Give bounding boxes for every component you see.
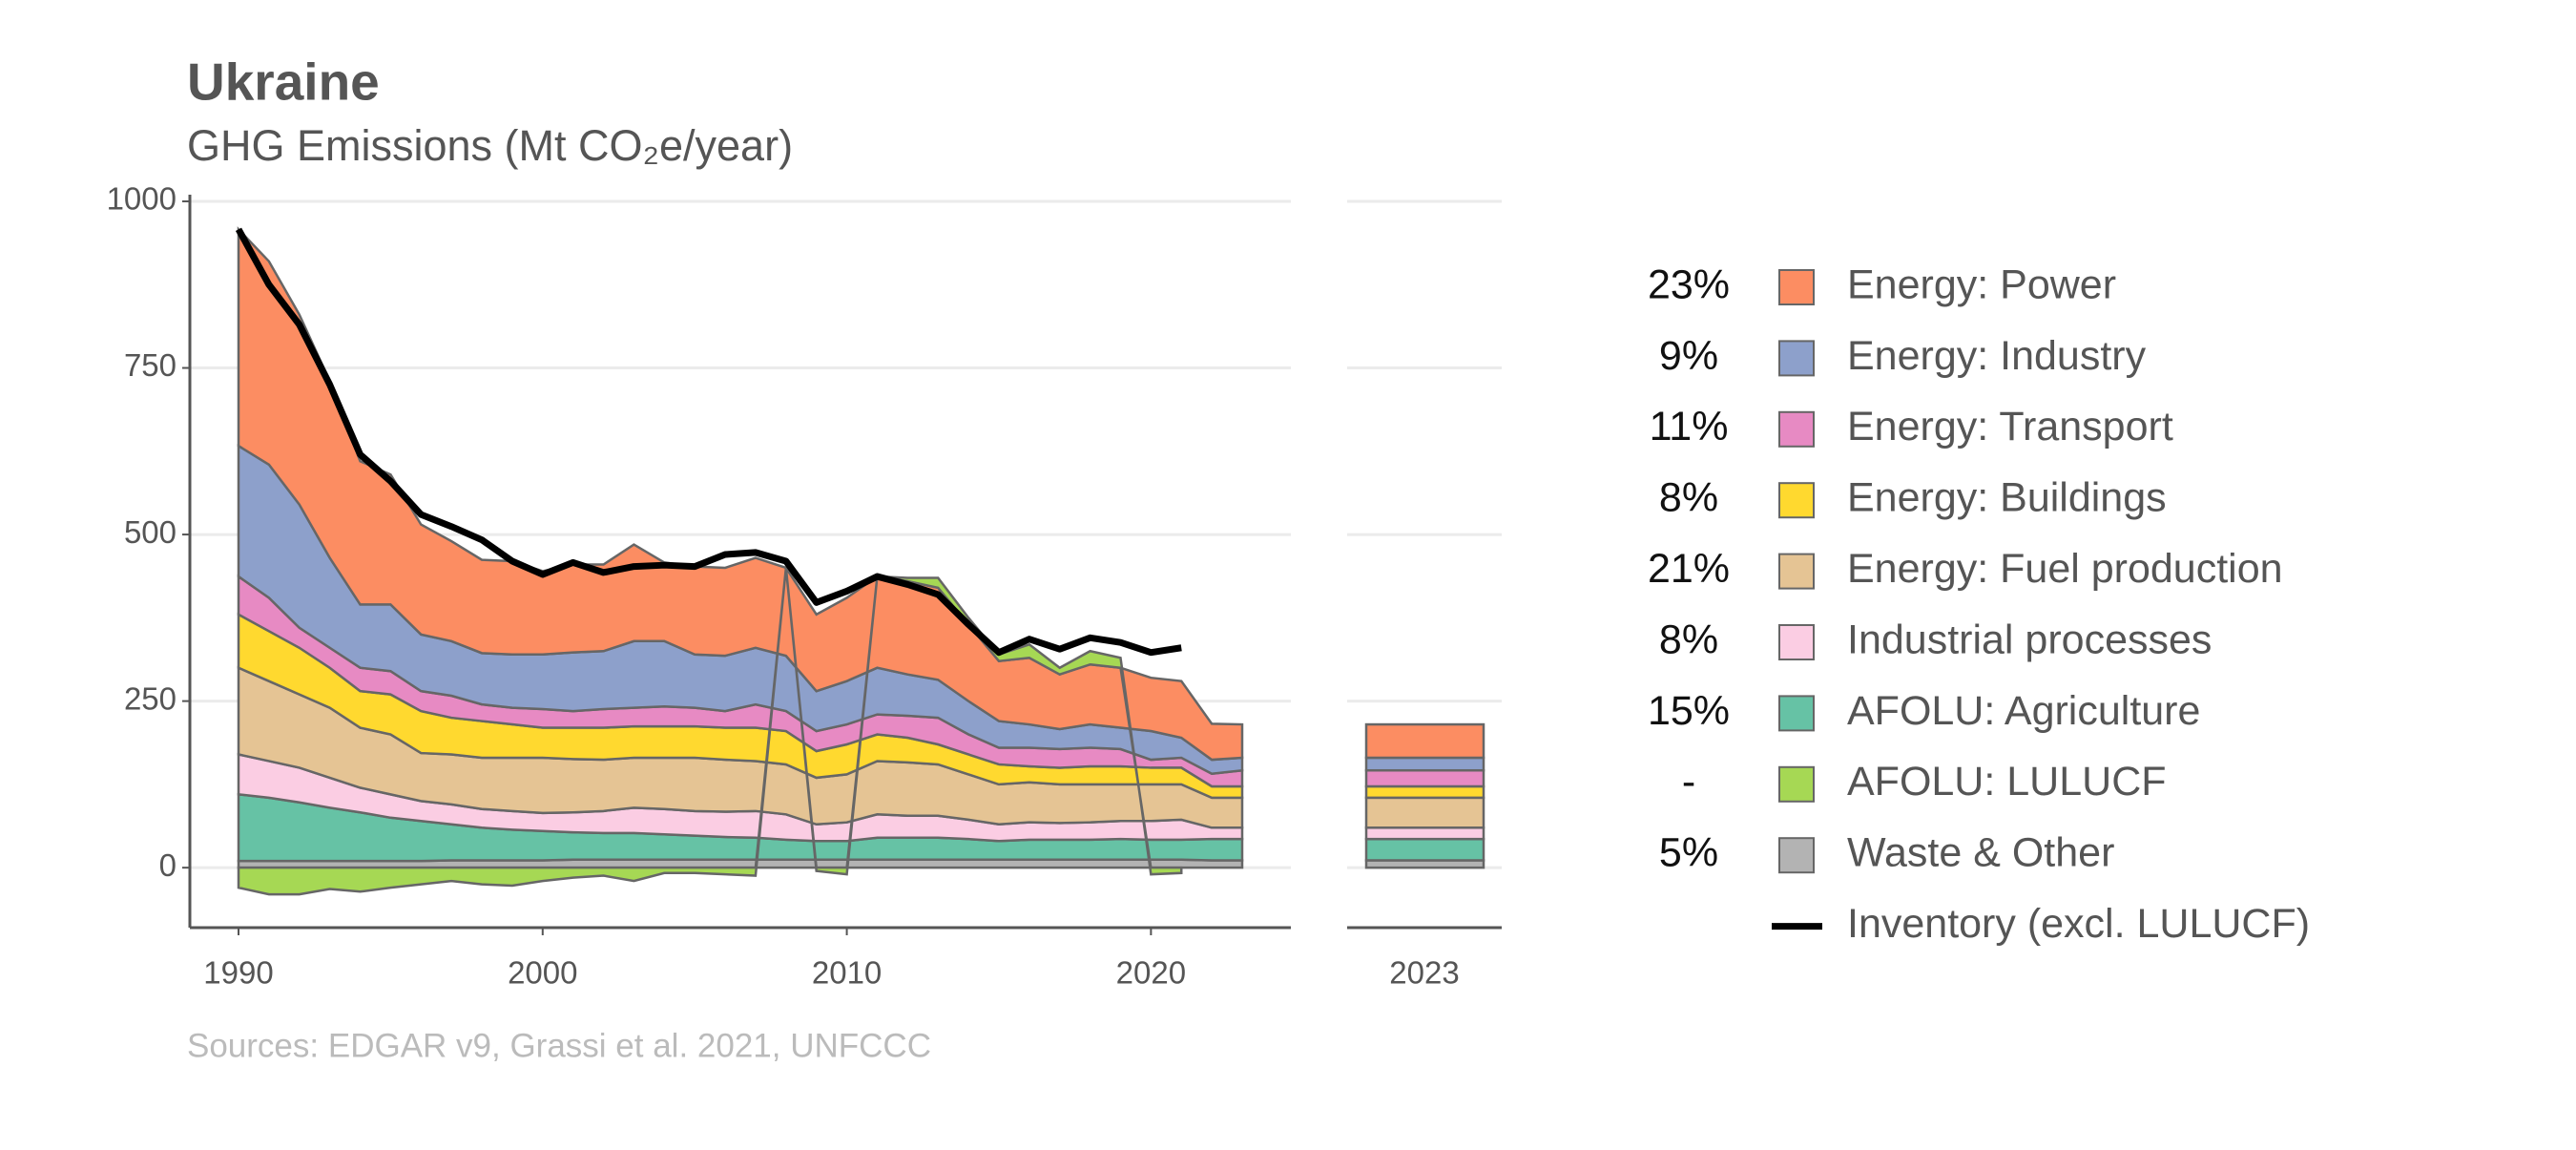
x-tick-label: 1990 bbox=[203, 955, 273, 991]
legend-swatch bbox=[1778, 482, 1815, 519]
bar-segment bbox=[1364, 784, 1485, 800]
legend-swatch bbox=[1778, 837, 1815, 874]
bar-segment bbox=[1364, 722, 1485, 760]
chart-title: Ukraine bbox=[187, 52, 380, 112]
y-tick-label: 500 bbox=[124, 514, 177, 550]
bar-segment bbox=[1364, 826, 1485, 841]
legend-label: Energy: Fuel production bbox=[1847, 546, 2283, 592]
bar-segment bbox=[1364, 768, 1485, 788]
legend-swatch bbox=[1778, 410, 1815, 448]
legend-share: 9% bbox=[1659, 333, 1718, 379]
x-tick-label: 2000 bbox=[508, 955, 577, 991]
legend-swatch bbox=[1778, 553, 1815, 590]
legend-label: Inventory (excl. LULUCF) bbox=[1847, 901, 2310, 947]
legend-label: Energy: Buildings bbox=[1847, 475, 2167, 521]
legend-swatch bbox=[1778, 624, 1815, 660]
source-note: Sources: EDGAR v9, Grassi et al. 2021, U… bbox=[187, 1027, 931, 1064]
x-tick-label: 2010 bbox=[812, 955, 882, 991]
chart-subtitle: GHG Emissions (Mt CO₂e/year) bbox=[187, 121, 793, 170]
legend-share: 11% bbox=[1650, 404, 1729, 450]
x-tick-label: 2020 bbox=[1116, 955, 1186, 991]
y-tick-label: 750 bbox=[124, 347, 177, 383]
legend-share: 23% bbox=[1648, 261, 1730, 307]
legend-share: 21% bbox=[1648, 546, 1730, 592]
legend-label: Energy: Industry bbox=[1847, 333, 2147, 379]
legend-share: 15% bbox=[1648, 688, 1730, 734]
legend-share: 5% bbox=[1659, 830, 1718, 876]
legend-label: Energy: Power bbox=[1847, 261, 2116, 307]
area bbox=[237, 567, 1183, 896]
line bbox=[235, 227, 1182, 657]
legend-swatch bbox=[1778, 269, 1815, 305]
y-tick-label: 0 bbox=[159, 847, 177, 883]
y-tick-label: 1000 bbox=[107, 181, 177, 217]
legend-label: AFOLU: Agriculture bbox=[1847, 688, 2200, 734]
legend-label: Waste & Other bbox=[1847, 830, 2114, 876]
bar-segment bbox=[1364, 796, 1485, 829]
legend-swatch bbox=[1778, 340, 1815, 377]
legend-swatch bbox=[1778, 765, 1815, 803]
y-tick-label: 250 bbox=[124, 680, 177, 716]
legend-share: 8% bbox=[1659, 475, 1718, 521]
legend-label: Energy: Transport bbox=[1847, 404, 2173, 450]
bar-segment bbox=[1364, 756, 1485, 772]
legend-share: - bbox=[1682, 759, 1695, 805]
legend-label: AFOLU: LULUCF bbox=[1847, 759, 2167, 805]
bar-segment bbox=[1364, 837, 1485, 862]
legend-share: 8% bbox=[1659, 617, 1718, 662]
bar-category-label: 2023 bbox=[1389, 955, 1459, 991]
legend-label: Industrial processes bbox=[1847, 617, 2212, 662]
legend-swatch bbox=[1778, 695, 1815, 732]
